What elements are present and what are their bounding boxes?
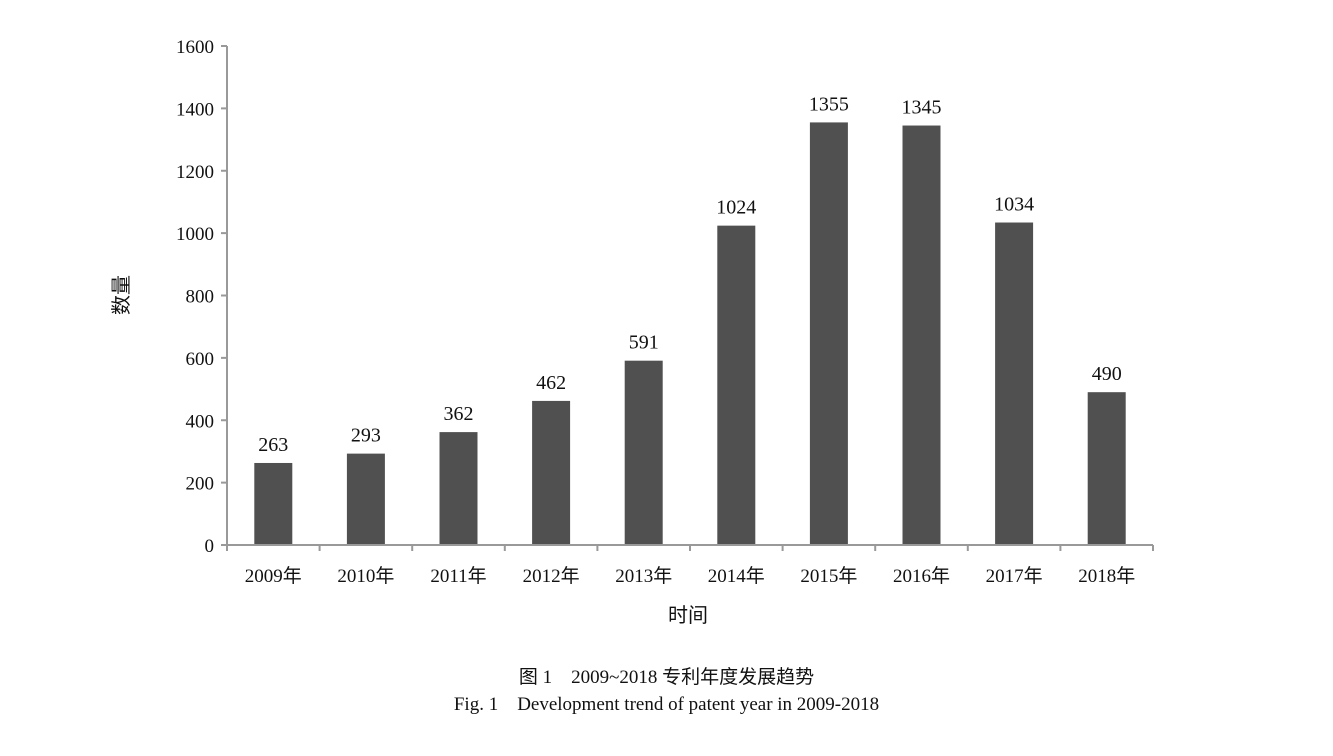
y-tick-label: 0 <box>205 536 215 557</box>
bar-value-label: 1034 <box>994 194 1034 216</box>
bar-value-label: 362 <box>444 403 474 425</box>
x-tick-label: 2011年 <box>430 565 486 587</box>
y-tick-label: 200 <box>186 474 215 495</box>
y-tick-label: 1200 <box>176 162 214 183</box>
bar-value-label: 1345 <box>902 97 942 119</box>
x-axis-title: 时间 <box>668 604 708 627</box>
x-tick-label: 2014年 <box>708 565 765 587</box>
bar <box>995 222 1034 546</box>
bar <box>624 360 663 545</box>
bars <box>254 122 1126 546</box>
bar <box>346 453 385 545</box>
bar-value-label: 293 <box>351 425 381 447</box>
x-tick-label: 2018年 <box>1078 565 1135 587</box>
bar <box>439 432 478 545</box>
data-labels: 263 293 362 462 591 1024 1355 1345 1034 490 <box>258 93 1121 456</box>
bar <box>254 462 293 545</box>
bar-value-label: 1355 <box>809 93 849 115</box>
x-tick-label: 2012年 <box>523 565 580 587</box>
bar-value-label: 490 <box>1092 363 1122 385</box>
x-tick-label: 2013年 <box>615 565 672 587</box>
y-tick-label: 800 <box>186 287 215 308</box>
x-tick-label: 2017年 <box>986 565 1043 587</box>
bar <box>1087 392 1126 545</box>
x-axis-ticks: 2009年 2010年 2011年 2012年 2013年 2014年 2015年 2016年… <box>226 545 1154 587</box>
bar <box>809 122 848 546</box>
y-tick-label: 600 <box>186 349 215 370</box>
y-axis-ticks: 0 200 400 600 800 1000 1200 1400 1600 <box>176 37 227 557</box>
bar <box>532 400 571 545</box>
x-tick-label: 2016年 <box>893 565 950 587</box>
x-tick-label: 2010年 <box>337 565 394 587</box>
bar <box>902 125 941 545</box>
bar-value-label: 462 <box>536 372 566 394</box>
x-tick-label: 2009年 <box>245 565 302 587</box>
y-tick-label: 400 <box>186 411 215 432</box>
x-tick-label: 2015年 <box>800 565 857 587</box>
y-tick-label: 1600 <box>176 37 214 58</box>
y-tick-label: 1000 <box>176 224 214 245</box>
bar-value-label: 591 <box>629 332 659 354</box>
bar-value-label: 263 <box>258 434 288 456</box>
y-axis-title: 数量 <box>110 275 133 315</box>
bar-chart: 0 200 400 600 800 1000 1200 1400 1600 2009年 2010年… <box>110 37 1154 627</box>
bar <box>717 225 756 545</box>
bar-value-label: 1024 <box>716 197 756 219</box>
y-tick-label: 1400 <box>176 99 214 120</box>
figure-caption-chinese: 图 1 2009~2018 专利年度发展趋势 <box>518 667 815 688</box>
figure-caption-english: Fig. 1 Development trend of patent year … <box>453 694 880 715</box>
